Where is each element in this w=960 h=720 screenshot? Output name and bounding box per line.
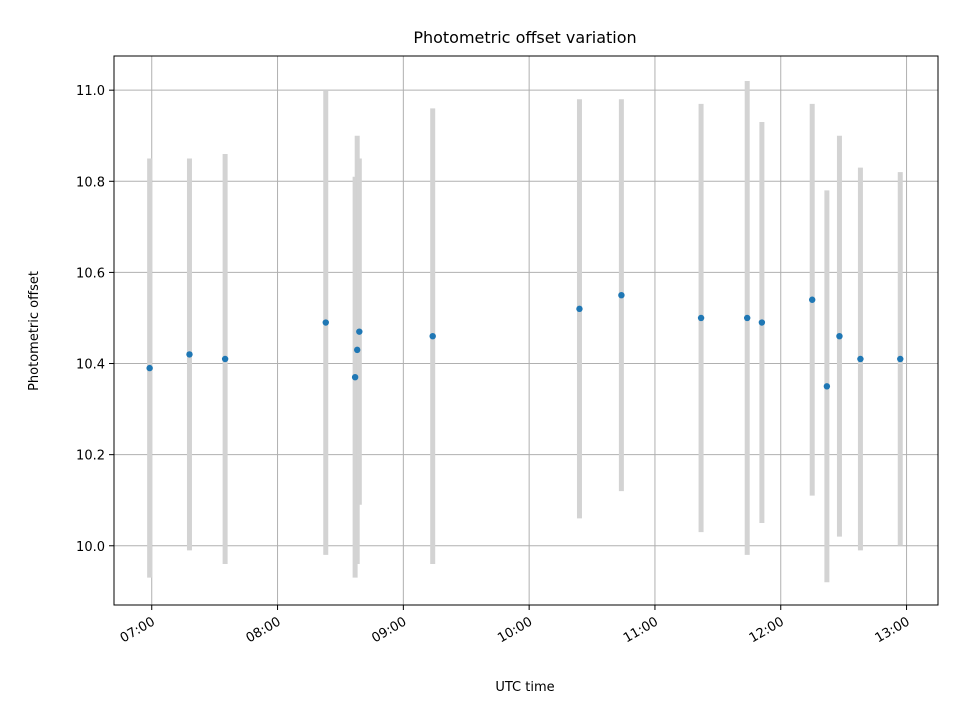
data-point xyxy=(186,351,193,358)
grid xyxy=(114,56,938,605)
data-point xyxy=(354,346,361,354)
data-point xyxy=(618,291,625,299)
data-point xyxy=(351,373,359,381)
y-tick-label: 10.8 xyxy=(76,175,105,190)
y-tick-label: 10.0 xyxy=(76,540,105,555)
y-axis: 10.0 10.2 10.4 10.6 10.8 11.0 xyxy=(76,84,114,555)
data-point xyxy=(758,319,766,326)
y-tick-label: 11.0 xyxy=(76,84,105,99)
data-point xyxy=(823,383,831,390)
x-axis-label: UTC time xyxy=(495,680,554,695)
plot-frame xyxy=(113,55,939,606)
data-point xyxy=(836,332,843,340)
chart-title: Photometric offset variation xyxy=(413,28,636,47)
data-point xyxy=(322,319,329,326)
y-axis-label: Photometric offset xyxy=(27,271,42,391)
data-point xyxy=(744,314,751,322)
data-point xyxy=(808,296,816,303)
data-point xyxy=(429,332,436,340)
y-tick-label: 10.2 xyxy=(76,449,105,464)
y-tick-label: 10.6 xyxy=(76,266,105,281)
data-point xyxy=(697,314,705,322)
data-point xyxy=(857,355,864,363)
data-point xyxy=(221,355,229,363)
data-point xyxy=(146,364,153,372)
y-tick-label: 10.4 xyxy=(76,358,105,373)
data-point xyxy=(356,328,363,335)
data-point xyxy=(576,305,583,313)
data-points xyxy=(146,291,904,390)
data-point xyxy=(897,355,904,363)
